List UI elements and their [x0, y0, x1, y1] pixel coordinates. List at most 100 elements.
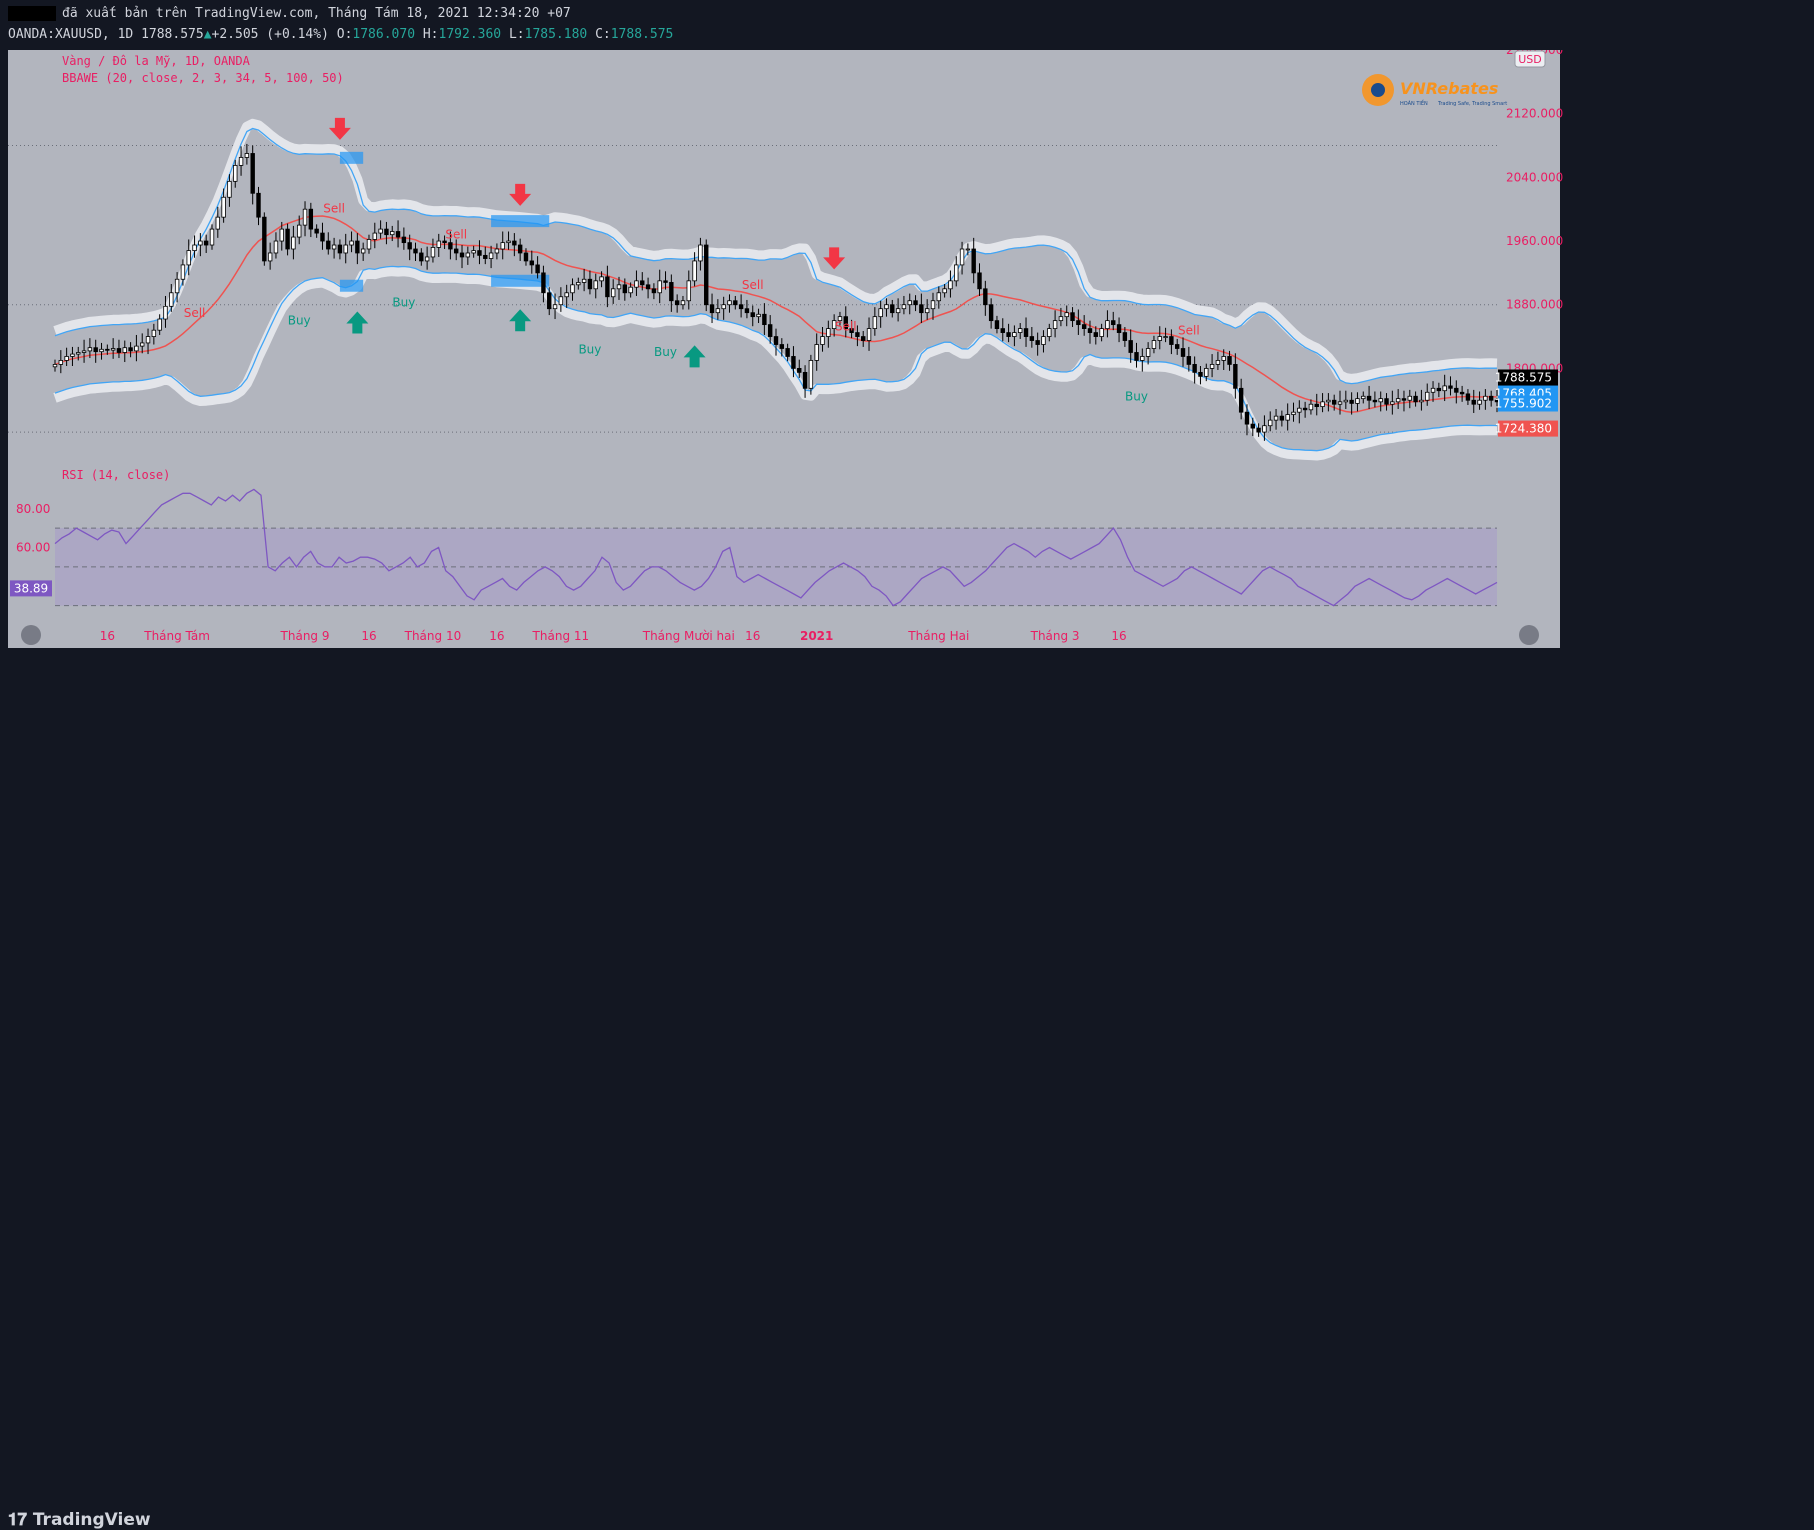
rsi-legend: RSI (14, close): [62, 468, 170, 482]
candle: [750, 312, 755, 318]
time-axis-tick: Tháng Hai: [907, 629, 969, 643]
scroll-left-button[interactable]: [21, 625, 41, 645]
candle: [802, 371, 808, 389]
candle: [913, 300, 918, 306]
currency-badge: [1514, 50, 1546, 68]
candle: [233, 165, 238, 182]
candle: [221, 196, 226, 218]
candle: [1087, 328, 1093, 333]
candle: [1343, 399, 1349, 403]
close-value: 1788.575: [610, 27, 674, 42]
candle: [733, 300, 738, 306]
candle: [861, 336, 866, 341]
candle: [87, 347, 93, 352]
candle: [180, 264, 186, 280]
candle: [169, 292, 174, 307]
candle: [1390, 401, 1395, 405]
candle: [105, 348, 110, 351]
candle: [297, 224, 302, 238]
low-label: L:: [508, 27, 525, 42]
candle: [488, 252, 494, 259]
candle: [140, 342, 145, 347]
candle: [360, 248, 366, 254]
candle: [366, 239, 372, 250]
candle: [570, 284, 575, 294]
candle: [186, 250, 191, 266]
sell-signal-label: Sell: [184, 306, 206, 320]
candle: [756, 313, 761, 318]
candle: [1471, 399, 1476, 405]
candle: [291, 236, 296, 250]
publish-line: đã xuất bản trên TradingView.com, Tháng …: [8, 6, 571, 21]
candle: [919, 304, 924, 314]
candle: [791, 356, 796, 369]
candle: [657, 280, 662, 294]
time-axis-tick: 16: [361, 629, 376, 643]
mid-band-tag-text: 1755.902: [1495, 397, 1552, 411]
candle: [1000, 328, 1005, 333]
candle: [453, 248, 459, 254]
time-axis-tick: Tháng 9: [280, 629, 330, 643]
candle: [610, 288, 616, 298]
candle: [698, 244, 703, 262]
rsi-line: [54, 488, 1498, 607]
candle: [1488, 395, 1494, 401]
candle: [1140, 356, 1145, 361]
candle: [843, 316, 848, 330]
candle: [1227, 356, 1232, 365]
candle: [814, 344, 819, 361]
candle: [1204, 367, 1209, 377]
change-up-icon: ▲: [203, 27, 212, 42]
price-chart[interactable]: Sell Buy Sell Buy Sell Buy Buy Sell Sell Buy Sell V…: [0, 50, 1814, 750]
candle: [1268, 419, 1273, 427]
scroll-right-button[interactable]: [1519, 625, 1539, 645]
candle: [401, 236, 407, 244]
candle: [1023, 328, 1029, 337]
candle: [1238, 387, 1244, 413]
candle: [1081, 324, 1087, 329]
candle: [1291, 411, 1296, 415]
candle: [1151, 340, 1157, 349]
candle: [1425, 391, 1430, 401]
candle: [1093, 332, 1099, 337]
candle: [826, 328, 831, 337]
sell-signal-label: Sell: [1178, 324, 1200, 338]
candle: [1018, 328, 1023, 333]
chart-legend: Vàng / Đô la Mỹ, 1D, OANDA BBAWE (20, clo…: [62, 54, 344, 85]
candle: [1105, 320, 1110, 330]
candle: [308, 208, 314, 230]
candle: [767, 324, 773, 337]
candle: [954, 264, 959, 282]
candle: [721, 304, 726, 310]
candle: [1076, 320, 1081, 326]
time-axis-tick: 16: [489, 629, 504, 643]
vnrebates-tag: HOÀN TIỀN: [1400, 99, 1428, 107]
candle: [1041, 336, 1046, 345]
candle: [1256, 427, 1261, 433]
candle: [849, 328, 854, 333]
candle: [1430, 387, 1436, 393]
candle: [1058, 316, 1064, 322]
candle: [122, 347, 127, 353]
candle: [1192, 364, 1197, 373]
candle: [477, 250, 482, 256]
ohlc-line: OANDA:XAUUSD, 1D 1788.575▲+2.505 (+0.14%…: [8, 27, 673, 42]
candle: [349, 240, 354, 246]
candle: [988, 304, 994, 322]
candle: [151, 329, 157, 337]
candle: [1169, 336, 1174, 345]
candle: [442, 240, 447, 244]
candle: [663, 280, 668, 283]
candle: [331, 244, 337, 250]
redacted-author: [8, 6, 56, 21]
candle: [1314, 403, 1319, 408]
candle: [355, 240, 360, 254]
candle: [744, 308, 750, 314]
symbol-label[interactable]: OANDA:XAUUSD, 1D: [8, 27, 134, 42]
candle: [76, 352, 81, 355]
candle: [1209, 364, 1215, 369]
candle: [395, 231, 401, 238]
candle: [506, 240, 511, 244]
legend-indicator: BBAWE (20, close, 2, 3, 34, 5, 100, 50): [62, 71, 344, 85]
time-axis-tick: Tháng Mười hai: [642, 629, 735, 643]
